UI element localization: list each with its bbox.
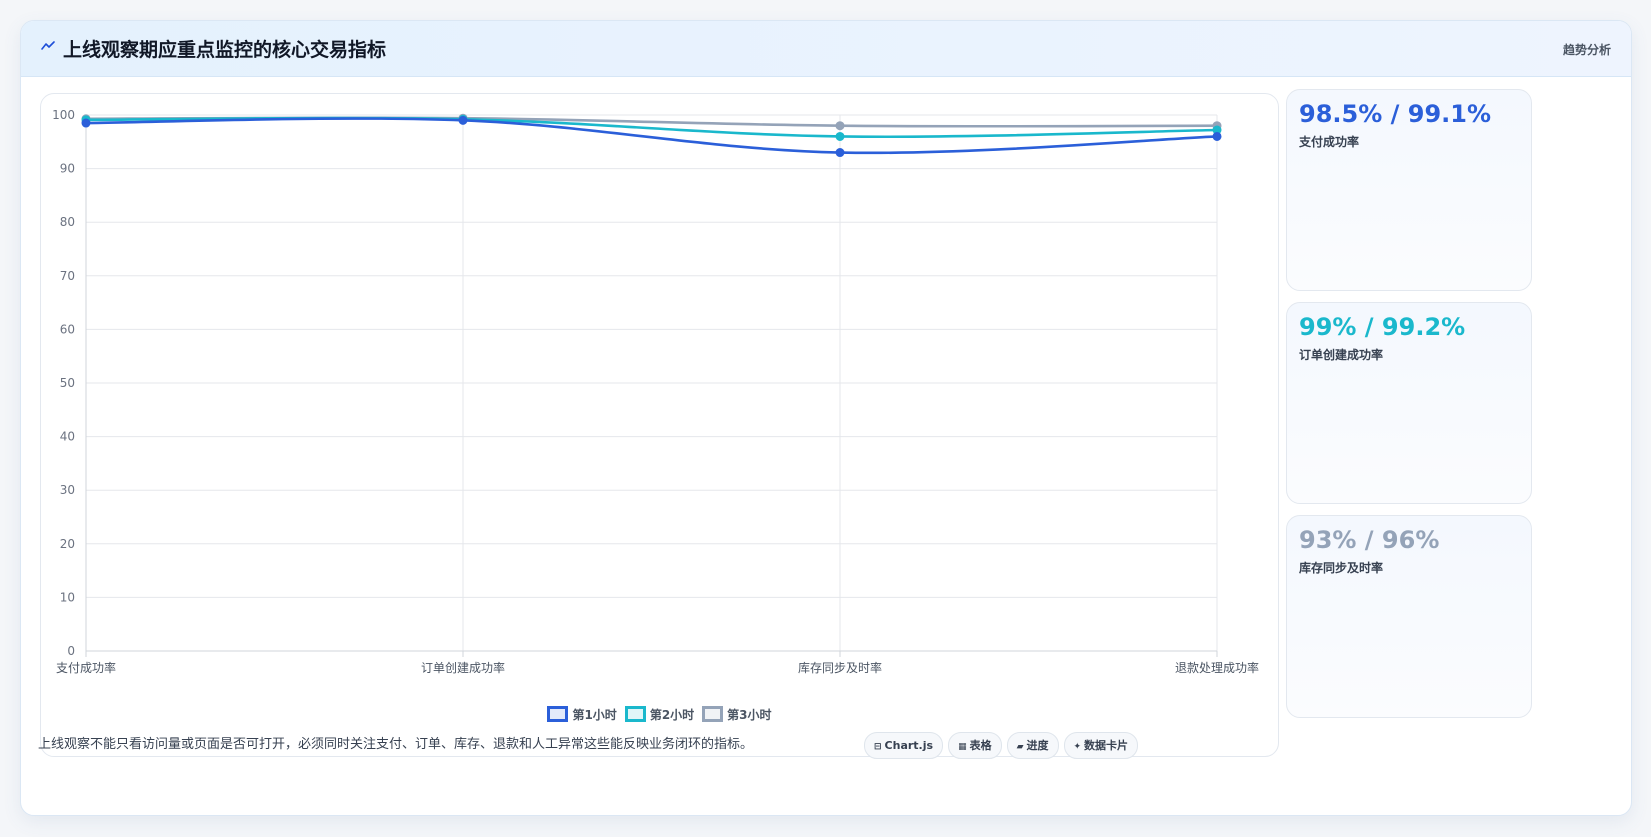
legend-label: 第1小时 — [572, 708, 617, 722]
legend-swatch — [547, 706, 569, 722]
stat-label: 支付成功率 — [1299, 135, 1360, 149]
chart-icon: ⊟ — [874, 742, 882, 752]
stat-value: 99% / 99.2% — [1299, 313, 1466, 341]
sparkle-icon: ✦ — [1073, 742, 1082, 752]
data-point — [835, 131, 845, 141]
chart-legend: 第1小时 第2小时 第3小时 — [41, 706, 1278, 723]
y-tick-label: 0 — [67, 644, 75, 658]
stat-label: 订单创建成功率 — [1299, 348, 1384, 362]
x-tick-label: 订单创建成功率 — [421, 660, 505, 675]
stat-value: 98.5% / 99.1% — [1299, 100, 1491, 128]
data-point — [835, 148, 845, 158]
chart-panel: 0 10 20 30 40 50 60 70 80 90 100 支付成功率 订单创建成功率 库存同步及时… — [40, 93, 1279, 757]
data-point — [81, 118, 91, 128]
x-tick-label: 退款处理成功率 — [1175, 660, 1259, 675]
footer-note: 上线观察不能只看访问量或页面是否可打开，必须同时关注支付、订单、库存、退款和人工… — [38, 737, 754, 752]
data-point — [835, 121, 845, 131]
trend-analysis-link[interactable]: 趋势分析 — [1562, 43, 1611, 57]
legend-label: 第2小时 — [649, 708, 695, 722]
y-tick-label: 70 — [60, 269, 75, 283]
legend-item[interactable]: 第2小时 — [624, 706, 695, 723]
chip-label: 数据卡片 — [1084, 739, 1129, 752]
chip-label: Chart.js — [884, 739, 934, 752]
y-tick-label: 20 — [60, 537, 75, 551]
chip-table[interactable]: ▦ 表格 — [948, 732, 1002, 759]
legend-label: 第3小时 — [727, 708, 772, 722]
y-tick-label: 50 — [60, 376, 75, 390]
page-title: 上线观察期应重点监控的核心交易指标 — [63, 39, 387, 61]
tech-chips: ⊟ Chart.js ▦ 表格 ▰ 进度 ✦ 数据卡片 — [864, 732, 1143, 759]
chip-label: 表格 — [969, 739, 992, 752]
stat-value: 93% / 96% — [1299, 526, 1440, 554]
y-tick-label: 80 — [60, 215, 75, 229]
data-point — [458, 115, 468, 125]
legend-swatch — [624, 706, 646, 722]
y-tick-label: 40 — [60, 430, 75, 444]
y-tick-label: 30 — [60, 483, 75, 497]
chip-data-card[interactable]: ✦ 数据卡片 — [1063, 732, 1139, 759]
legend-swatch — [702, 706, 724, 722]
chip-progress[interactable]: ▰ 进度 — [1006, 732, 1059, 759]
stat-label: 库存同步及时率 — [1299, 561, 1384, 575]
y-tick-label: 100 — [52, 108, 75, 122]
series-line-1 — [85, 117, 1218, 155]
table-icon: ▦ — [958, 742, 967, 752]
y-tick-label: 60 — [60, 322, 75, 336]
stat-card-order: 99% / 99.2% 订单创建成功率 — [1286, 302, 1532, 504]
stat-card-inventory: 93% / 96% 库存同步及时率 — [1286, 515, 1532, 718]
y-tick-label: 10 — [60, 590, 75, 604]
line-chart: 0 10 20 30 40 50 60 70 80 90 100 支付成功率 订单创建成功率 库存同步及时… — [52, 108, 1259, 675]
dashboard-card: 上线观察期应重点监控的核心交易指标 趋势分析 0 10 20 30 40 50 60 70 80… — [20, 20, 1632, 816]
wave-icon — [41, 39, 57, 57]
chip-label: 进度 — [1026, 739, 1049, 752]
card-header: 上线观察期应重点监控的核心交易指标 趋势分析 — [21, 21, 1631, 77]
legend-item[interactable]: 第1小时 — [547, 706, 617, 723]
y-tick-label: 90 — [60, 162, 75, 176]
legend-item[interactable]: 第3小时 — [702, 706, 772, 723]
chip-chartjs[interactable]: ⊟ Chart.js — [864, 732, 944, 759]
stat-card-payment: 98.5% / 99.1% 支付成功率 — [1286, 89, 1532, 291]
progress-icon: ▰ — [1016, 742, 1024, 752]
x-tick-label: 支付成功率 — [56, 660, 116, 675]
data-point — [1212, 131, 1222, 141]
x-tick-label: 库存同步及时率 — [798, 660, 882, 675]
